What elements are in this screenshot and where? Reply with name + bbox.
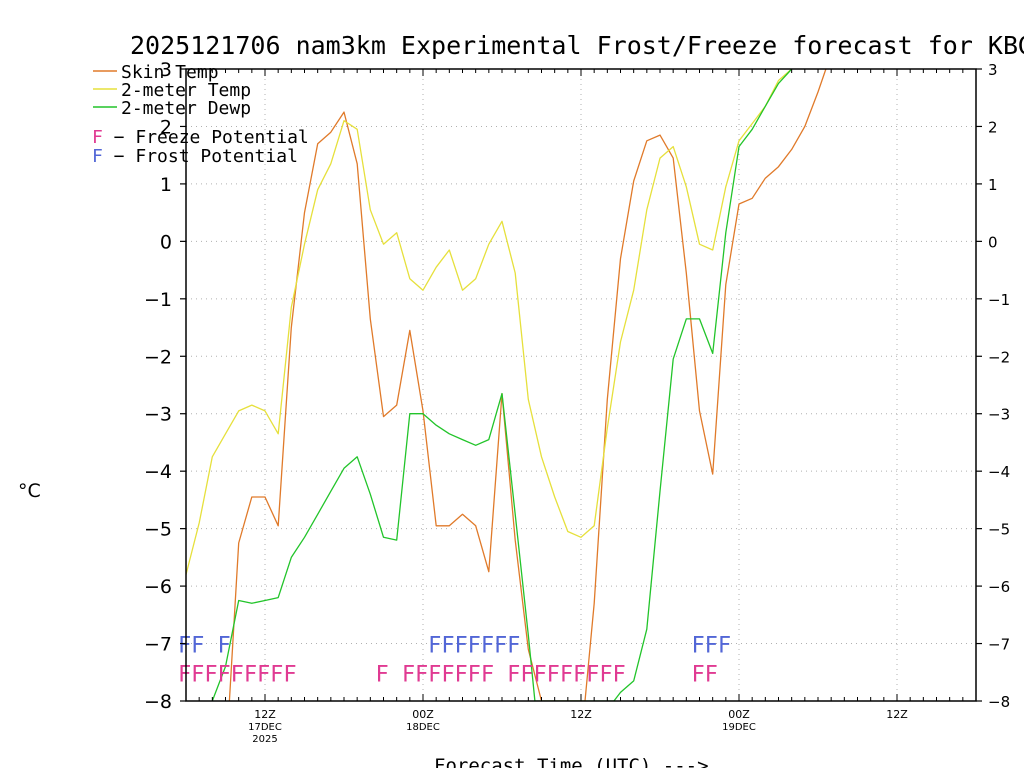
y-tick-label-right: −3 xyxy=(988,406,1010,424)
legend-label: Skin Temp xyxy=(121,62,219,83)
series-line-2-meter-dewp xyxy=(211,69,793,701)
freeze-potential-marker: F xyxy=(402,662,415,687)
frost-freeze-markers: F F F F F F F F F F F F FF F F F F F F F F F F F F F F F F F F F F F F F F F F… xyxy=(178,634,731,688)
frost-potential-marker: F xyxy=(191,634,204,659)
y-tick-label-right: −8 xyxy=(988,693,1010,711)
frost-potential-marker: F xyxy=(705,634,718,659)
frost-potential-marker: F xyxy=(692,634,705,659)
y-tick-label-right: 1 xyxy=(988,176,998,194)
x-tick-label: 00Z xyxy=(412,708,434,721)
series-lines xyxy=(186,69,827,701)
freeze-potential-marker: F xyxy=(507,662,520,687)
y-tick-label-left: −5 xyxy=(144,519,172,541)
legend-marker-label: F − Freeze Potential xyxy=(92,127,309,148)
freeze-potential-marker: F xyxy=(231,662,244,687)
freeze-potential-marker: F xyxy=(218,662,231,687)
y-tick-label-right: 0 xyxy=(988,233,998,251)
freeze-potential-marker: F xyxy=(586,662,599,687)
freeze-potential-marker: F xyxy=(468,662,481,687)
x-axis-label: Forecast Time (UTC) ---> xyxy=(434,755,709,768)
x-tick-label: 19DEC xyxy=(722,722,756,733)
x-tick-label: 17DEC xyxy=(248,722,282,733)
freeze-potential-marker: F xyxy=(441,662,454,687)
y-tick-label-right: −6 xyxy=(988,578,1010,596)
chart-title: 2025121706 nam3km Experimental Frost/Fre… xyxy=(130,31,1024,60)
freeze-potential-marker: F xyxy=(244,662,257,687)
freeze-potential-marker: F xyxy=(178,662,191,687)
y-tick-label-left: −1 xyxy=(144,289,172,311)
frost-potential-marker: F xyxy=(468,634,481,659)
freeze-potential-marker: F xyxy=(376,662,389,687)
y-tick-label-left: −7 xyxy=(144,634,172,656)
y-tick-label-left: 1 xyxy=(160,174,172,196)
y-tick-label-right: −4 xyxy=(988,463,1010,481)
freeze-potential-marker: F xyxy=(560,662,573,687)
frost-potential-marker: F xyxy=(441,634,454,659)
freeze-potential-marker: F xyxy=(534,662,547,687)
y-tick-label-right: −1 xyxy=(988,291,1010,309)
series-line-2-meter-temp xyxy=(186,69,793,575)
freeze-potential-marker: F xyxy=(283,662,296,687)
x-tick-label: 00Z xyxy=(728,708,750,721)
frost-potential-marker: F xyxy=(178,634,191,659)
freeze-potential-marker: F xyxy=(599,662,612,687)
freeze-potential-marker: F xyxy=(455,662,468,687)
y-tick-label-left: −6 xyxy=(144,576,172,598)
frost-potential-marker: F xyxy=(494,634,507,659)
frost-potential-marker: F xyxy=(507,634,520,659)
frost-potential-marker: F xyxy=(481,634,494,659)
legend-label: 2-meter Dewp xyxy=(121,98,251,119)
freeze-potential-marker: F xyxy=(705,662,718,687)
x-tick-label: 12Z xyxy=(254,708,276,721)
y-tick-label-left: 0 xyxy=(160,231,172,253)
frost-potential-marker: F xyxy=(218,634,231,659)
freeze-potential-marker: F xyxy=(191,662,204,687)
frost-potential-marker: F xyxy=(455,634,468,659)
freeze-potential-marker: F xyxy=(692,662,705,687)
y-tick-label-right: −7 xyxy=(988,636,1010,654)
legend-label: 2-meter Temp xyxy=(121,80,251,101)
x-tick-label: 12Z xyxy=(886,708,908,721)
y-tick-label-right: 3 xyxy=(988,61,998,79)
y-tick-label-left: 2 xyxy=(160,116,172,138)
y-tick-label-left: −8 xyxy=(144,691,172,713)
frost-potential-marker: F xyxy=(428,634,441,659)
y-tick-label-left: −3 xyxy=(144,404,172,426)
y-axis-label: °C xyxy=(18,480,41,502)
y-tick-label-left: −2 xyxy=(144,346,172,368)
x-tick-label: 2025 xyxy=(252,734,277,745)
legend-marker-label: F − Frost Potential xyxy=(92,146,298,167)
x-tick-label: 18DEC xyxy=(406,722,440,733)
freeze-potential-marker: F xyxy=(204,662,217,687)
freeze-potential-marker: F xyxy=(428,662,441,687)
freeze-potential-marker: F xyxy=(547,662,560,687)
axes: −8 −8 −7 −7 −6 −6 −5 −5 −4 −4 −3 −3 −2 −2 −1 −1 0 0 1 1 2 2 3 3… xyxy=(144,59,1010,745)
y-tick-label-right: −5 xyxy=(988,521,1010,539)
grid-lines xyxy=(186,69,976,701)
freeze-potential-marker: F xyxy=(415,662,428,687)
freeze-potential-marker: F xyxy=(270,662,283,687)
y-tick-label-left: −4 xyxy=(144,461,172,483)
freeze-potential-marker: F xyxy=(573,662,586,687)
y-tick-label-left: 3 xyxy=(160,59,172,81)
y-tick-label-right: 2 xyxy=(988,118,998,136)
freeze-potential-marker: F xyxy=(520,662,533,687)
freeze-potential-marker: F xyxy=(613,662,626,687)
frost-potential-marker: F xyxy=(718,634,731,659)
y-tick-label-right: −2 xyxy=(988,348,1010,366)
x-tick-label: 12Z xyxy=(570,708,592,721)
freeze-potential-marker: F xyxy=(257,662,270,687)
series-line-skin-temp xyxy=(228,69,827,701)
freeze-potential-marker: F xyxy=(481,662,494,687)
